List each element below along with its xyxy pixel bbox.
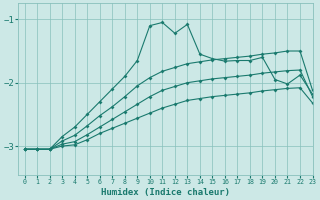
X-axis label: Humidex (Indice chaleur): Humidex (Indice chaleur): [101, 188, 230, 197]
